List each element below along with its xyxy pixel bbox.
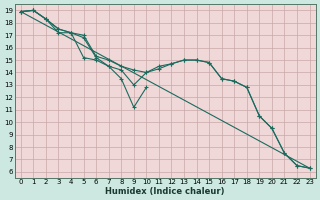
- X-axis label: Humidex (Indice chaleur): Humidex (Indice chaleur): [106, 187, 225, 196]
